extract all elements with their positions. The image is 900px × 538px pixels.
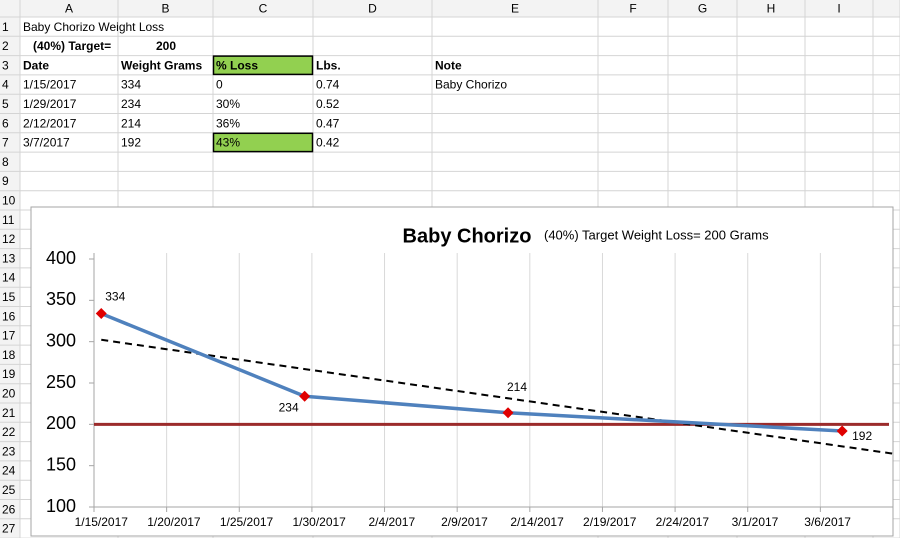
row-header: 22 (2, 425, 16, 439)
row-header: 11 (2, 213, 15, 227)
y-tick-label: 400 (46, 248, 76, 268)
row-header: 24 (2, 464, 16, 478)
x-tick-label: 1/20/2017 (147, 515, 201, 529)
row-header: 2 (2, 39, 9, 53)
row-header: 18 (2, 348, 16, 362)
data-label: 214 (507, 380, 527, 394)
row-header: 17 (2, 329, 16, 343)
data-marker (502, 407, 514, 419)
data-marker (836, 425, 848, 437)
data-label: 192 (852, 429, 872, 443)
x-tick-label: 2/14/2017 (510, 515, 564, 529)
row-header: 19 (2, 367, 16, 381)
x-tick-label: 3/1/2017 (732, 515, 779, 529)
highlight-cell (212, 55, 314, 76)
row-header: 3 (2, 58, 9, 72)
cell-text[interactable]: Baby Chorizo (435, 78, 507, 92)
x-tick-label: 1/15/2017 (75, 515, 129, 529)
x-tick-label: 2/9/2017 (441, 515, 488, 529)
row-header: 10 (2, 194, 16, 208)
cell-text[interactable]: 36% (216, 116, 240, 130)
row-header: 9 (2, 174, 9, 188)
y-tick-label: 200 (46, 413, 76, 433)
data-label: 334 (105, 290, 125, 304)
row-header: 5 (2, 97, 9, 111)
row-header: 1 (2, 20, 9, 34)
chart-title: Baby Chorizo (403, 225, 532, 247)
row-header: 16 (2, 309, 16, 323)
cell-text[interactable]: Date (23, 58, 49, 72)
x-tick-label: 2/4/2017 (368, 515, 415, 529)
y-tick-label: 300 (46, 330, 76, 350)
cell-text[interactable]: 334 (121, 78, 141, 92)
row-header: 8 (2, 155, 9, 169)
y-tick-label: 350 (46, 289, 76, 309)
chart-subtitle: (40%) Target Weight Loss= 200 Grams (544, 227, 769, 242)
column-header: B (161, 2, 169, 16)
row-header: 15 (2, 290, 16, 304)
row-header: 26 (2, 502, 16, 516)
cell-text[interactable]: 1/29/2017 (23, 97, 77, 111)
cell-text[interactable]: 30% (216, 97, 240, 111)
column-header: A (65, 2, 73, 16)
data-marker (299, 390, 311, 402)
row-header: 4 (2, 78, 9, 92)
column-header: E (511, 2, 519, 16)
data-marker (95, 308, 107, 320)
column-header: G (698, 2, 707, 16)
data-line (100, 311, 843, 433)
cell-text[interactable]: 214 (121, 116, 141, 130)
chart-area (30, 206, 894, 537)
x-tick-label: 1/30/2017 (292, 515, 346, 529)
row-header: 13 (2, 251, 16, 265)
data-label: 234 (279, 400, 299, 414)
cell-text[interactable]: % Loss (216, 58, 258, 72)
row-header: 12 (2, 232, 16, 246)
column-header: H (767, 2, 776, 16)
column-header: C (259, 2, 268, 16)
column-header: F (629, 2, 636, 16)
x-tick-label: 2/24/2017 (656, 515, 710, 529)
trendline (101, 338, 894, 455)
cell-text[interactable]: Weight Grams (121, 58, 202, 72)
row-header: 27 (2, 522, 16, 536)
cell-text[interactable]: 43% (216, 136, 240, 150)
cell-text[interactable]: 200 (156, 39, 176, 53)
y-tick-label: 100 (46, 496, 76, 516)
cell-text[interactable]: 0.42 (316, 136, 340, 150)
cell-text[interactable]: 0 (216, 78, 223, 92)
highlight-cell (212, 132, 314, 153)
column-header: I (837, 2, 840, 16)
row-header: 7 (2, 136, 9, 150)
cell-text[interactable]: 3/7/2017 (23, 136, 70, 150)
cell-text[interactable]: 0.74 (316, 78, 340, 92)
cell-text[interactable]: 1/15/2017 (23, 78, 77, 92)
row-header: 25 (2, 483, 16, 497)
cell-text[interactable]: Note (435, 58, 462, 72)
cell-text[interactable]: Baby Chorizo Weight Loss (23, 20, 164, 34)
cell-text[interactable]: 0.52 (316, 97, 340, 111)
x-tick-label: 2/19/2017 (583, 515, 637, 529)
row-header: 6 (2, 116, 9, 130)
y-tick-label: 150 (46, 454, 76, 474)
cell-text[interactable]: 192 (121, 136, 141, 150)
column-header: D (368, 2, 377, 16)
row-header: 14 (2, 271, 16, 285)
cell-text[interactable]: (40%) Target= (33, 39, 111, 53)
cell-text[interactable]: 0.47 (316, 116, 340, 130)
row-header: 21 (2, 406, 16, 420)
cell-text[interactable]: Lbs. (316, 58, 341, 72)
column-header-bar (0, 0, 900, 17)
cell-text[interactable]: 234 (121, 97, 141, 111)
x-tick-label: 1/25/2017 (220, 515, 274, 529)
row-header: 23 (2, 444, 16, 458)
row-header: 20 (2, 387, 16, 401)
cell-text[interactable]: 2/12/2017 (23, 116, 77, 130)
y-tick-label: 250 (46, 372, 76, 392)
x-tick-label: 3/6/2017 (804, 515, 851, 529)
